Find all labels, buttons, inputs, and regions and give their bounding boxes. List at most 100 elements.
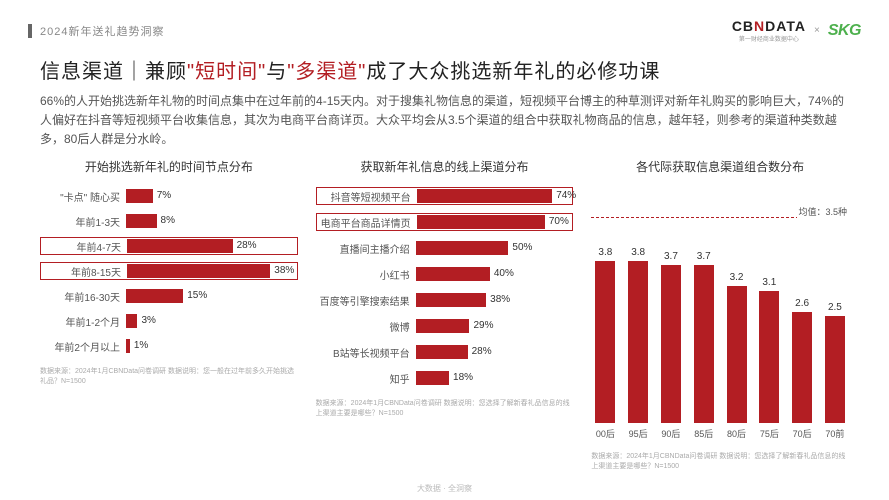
chart2-source: 数据来源：2024年1月CBNData问卷调研 数据说明：您选择了解新春礼品信息… [316,399,574,419]
chart2-bars: 抖音等短视频平台74%电商平台商品详情页70%直播间主播介绍50%小红书40%百… [316,187,574,387]
chart3-wrap: 均值：3.5种 3.800后3.895后3.790后3.785后3.280后3.… [591,187,849,440]
hbar-track: 28% [416,345,574,359]
vbar-fill [694,265,714,424]
hbar-row: 年前1-2个月3% [40,312,298,330]
title-q2: "多渠道" [287,61,366,83]
hbar-fill [416,267,490,281]
hbar-label: 微博 [316,319,416,334]
title-q1: "短时间" [187,61,266,83]
hbar-label: 小红书 [316,267,416,282]
hbar-fill [127,264,270,278]
hbar-value: 18% [449,371,473,385]
footer: 大数据 · 全洞察 [0,483,889,494]
hbar-track: 7% [126,189,298,203]
hbar-row: 微博 29% [316,317,574,335]
hbar-fill [416,345,468,359]
logo-cbn-sub: 第一财经商业数据中心 [732,34,806,43]
hbar-value: 1% [130,339,148,353]
hbar-fill [126,189,153,203]
vbar-category: 85后 [694,427,713,440]
hbar-track: 50% [416,241,574,255]
hbar-track: 40% [416,267,574,281]
hbar-label: 知乎 [316,371,416,386]
hbar-fill [126,314,137,328]
vbar-value: 3.7 [697,251,711,262]
hbar-value: 38% [486,293,510,307]
hbar-row: 电商平台商品详情页70% [316,213,574,231]
hbar-row: 年前16-30天15% [40,287,298,305]
hbar-fill [127,239,233,253]
vbar-col: 3.1 75后 [757,277,781,441]
hbar-fill [417,189,553,203]
vbar-value: 3.2 [730,272,744,283]
title-pre: 信息渠道｜兼顾 [40,61,187,83]
hbar-value: 28% [233,239,257,253]
hbar-track: 29% [416,319,574,333]
hbar-track: 38% [127,264,297,278]
hbar-row: 知乎 18% [316,369,574,387]
vbar-category: 80后 [727,427,746,440]
hbar-track: 1% [126,339,298,353]
hbar-track: 28% [127,239,297,253]
hbar-label: 年前1-3天 [40,214,126,229]
vbar-col: 3.800后 [593,247,617,441]
hbar-fill [416,371,449,385]
vbar-value: 3.8 [631,247,645,258]
vbar-category: 75后 [760,427,779,440]
header-logos: CBNDATA 第一财经商业数据中心 × SKG [732,18,861,43]
vbar-category: 95后 [629,427,648,440]
chart-generations: 各代际获取信息渠道组合数分布 均值：3.5种 3.800后3.895后3.790… [591,158,849,472]
hbar-value: 50% [508,241,532,255]
vbar-fill [792,312,812,423]
hbar-label: 直播间主播介绍 [316,241,416,256]
hbar-label: 年前4-7天 [41,239,127,254]
vbar-value: 2.5 [828,302,842,313]
logo-skg: SKG [828,22,861,40]
vbar-category: 70后 [793,427,812,440]
hbar-row: B站等长视频平台28% [316,343,574,361]
main-title: 信息渠道｜兼顾"短时间"与"多渠道"成了大众挑选新年礼的必修功课 [40,55,660,84]
chart-channels: 获取新年礼信息的线上渠道分布 抖音等短视频平台74%电商平台商品详情页70%直播… [316,158,574,472]
logo-cbndata: CBNDATA 第一财经商业数据中心 [732,18,806,43]
hbar-value: 3% [137,314,155,328]
logo-multiply: × [814,25,820,36]
chart1-bars: "卡点" 随心买7%年前1-3天8%年前4-7天28%年前8-15天38%年前1… [40,187,298,355]
hbar-track: 74% [417,189,573,203]
hbar-value: 8% [157,214,175,228]
vbar-col: 3.2 80后 [725,272,749,440]
chart3-title: 各代际获取信息渠道组合数分布 [591,158,849,175]
hbar-row: 年前8-15天38% [40,262,298,280]
hbar-row: 年前2个月以上 1% [40,337,298,355]
vbar-fill [759,291,779,424]
title-mid: 与 [266,61,287,83]
header-mark [28,24,32,38]
hbar-track: 8% [126,214,298,228]
vbar-category: 90后 [661,427,680,440]
hbar-fill [416,319,470,333]
vbar-col: 3.790后 [659,251,683,441]
hbar-label: 百度等引擎搜索结果 [316,293,416,308]
chart2-title: 获取新年礼信息的线上渠道分布 [316,158,574,175]
hbar-value: 38% [270,264,294,278]
chart1-source: 数据来源：2024年1月CBNData问卷调研 数据说明：您一般在过年前多久开始… [40,367,298,387]
vbar-fill [727,286,747,423]
vbar-fill [628,261,648,424]
chart-timing: 开始挑选新年礼的时间节点分布 "卡点" 随心买7%年前1-3天8%年前4-7天2… [40,158,298,472]
logo-cbn-prefix: CB [732,18,754,34]
hbar-row: 小红书40% [316,265,574,283]
hbar-label: 年前2个月以上 [40,339,126,354]
hbar-track: 18% [416,371,574,385]
hbar-track: 3% [126,314,298,328]
hbar-track: 38% [416,293,574,307]
hbar-value: 70% [545,215,569,229]
hbar-fill [126,289,183,303]
hbar-value: 7% [153,189,171,203]
vbar-value: 3.1 [762,277,776,288]
logo-cbn-suffix: DATA [765,18,806,34]
hbar-value: 29% [469,319,493,333]
vbar-fill [595,261,615,424]
hbar-fill [416,293,486,307]
hbar-label: B站等长视频平台 [316,345,416,360]
header-left: 2024新年送礼趋势洞察 [28,23,164,39]
chart3-bars: 均值：3.5种 3.800后3.895后3.790后3.785后3.280后3.… [591,187,849,440]
